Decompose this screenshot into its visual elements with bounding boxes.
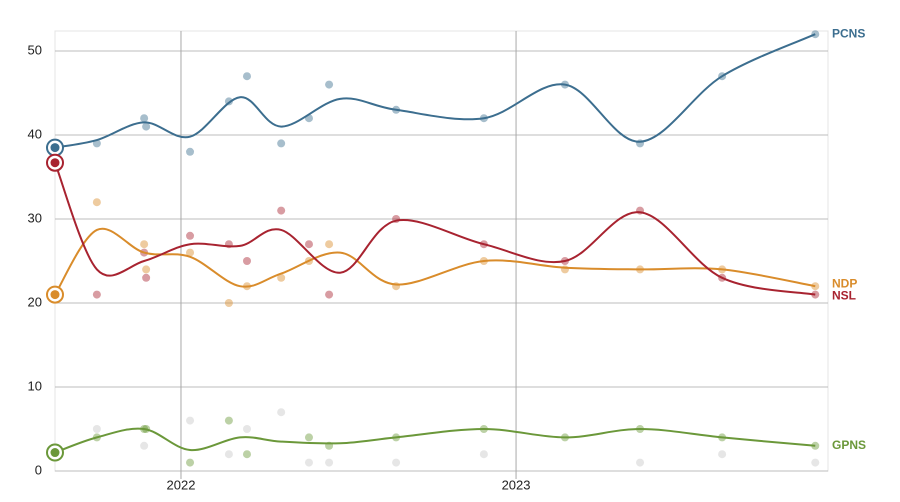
poll-dot bbox=[92, 425, 101, 433]
y-tick-label: 10 bbox=[28, 378, 42, 393]
poll-dot bbox=[186, 248, 195, 257]
poll-dot bbox=[277, 408, 286, 417]
poll-dot bbox=[242, 450, 251, 459]
start-dot bbox=[50, 290, 60, 300]
poll-dot bbox=[186, 231, 195, 240]
poll-dot bbox=[140, 114, 149, 123]
start-dot bbox=[50, 143, 60, 153]
poll-dot bbox=[304, 240, 313, 249]
poll-dot bbox=[479, 450, 488, 459]
poll-dot bbox=[92, 290, 101, 299]
poll-dot bbox=[325, 240, 334, 249]
poll-dot bbox=[224, 450, 233, 459]
trend-line bbox=[54, 33, 816, 149]
poll-dot bbox=[325, 80, 334, 89]
poll-dot bbox=[224, 299, 233, 307]
poll-dot bbox=[142, 122, 151, 131]
series-label: NSL bbox=[832, 289, 856, 303]
poll-dot bbox=[140, 240, 149, 249]
poll-dot bbox=[140, 441, 149, 450]
poll-dot bbox=[224, 416, 233, 425]
poll-dot bbox=[718, 450, 727, 459]
poll-dot bbox=[325, 290, 334, 299]
poll-dot bbox=[325, 458, 334, 467]
poll-dot bbox=[242, 72, 251, 81]
series-label: GPNS bbox=[832, 438, 866, 452]
x-tick-label: 2023 bbox=[502, 477, 531, 492]
poll-dot bbox=[142, 265, 151, 274]
trend-line bbox=[54, 227, 816, 296]
poll-dot bbox=[304, 433, 313, 442]
poll-dot bbox=[186, 147, 195, 156]
y-tick-label: 50 bbox=[28, 42, 42, 57]
poll-dot bbox=[92, 198, 101, 207]
y-tick-label: 30 bbox=[28, 210, 42, 225]
trend-line bbox=[54, 427, 816, 454]
series-label: PCNS bbox=[832, 26, 865, 40]
poll-dot bbox=[242, 425, 251, 433]
y-tick-label: 20 bbox=[28, 294, 42, 309]
poll-dot bbox=[142, 273, 151, 282]
poll-dot bbox=[242, 257, 251, 265]
poll-dot bbox=[304, 458, 313, 467]
start-dot bbox=[50, 158, 60, 168]
poll-dot bbox=[277, 206, 286, 215]
series-label: NDP bbox=[832, 277, 857, 291]
poll-dot bbox=[186, 416, 195, 425]
poll-dot bbox=[636, 458, 645, 467]
poll-dot bbox=[392, 458, 401, 467]
poll-dot bbox=[811, 458, 820, 467]
poll-dot bbox=[277, 273, 286, 282]
x-tick-label: 2022 bbox=[167, 477, 196, 492]
y-tick-label: 40 bbox=[28, 126, 42, 141]
y-tick-label: 0 bbox=[35, 462, 42, 477]
poll-dot bbox=[186, 458, 195, 467]
poll-dot bbox=[277, 139, 286, 148]
trend-line bbox=[54, 162, 816, 296]
start-dot bbox=[50, 448, 60, 458]
